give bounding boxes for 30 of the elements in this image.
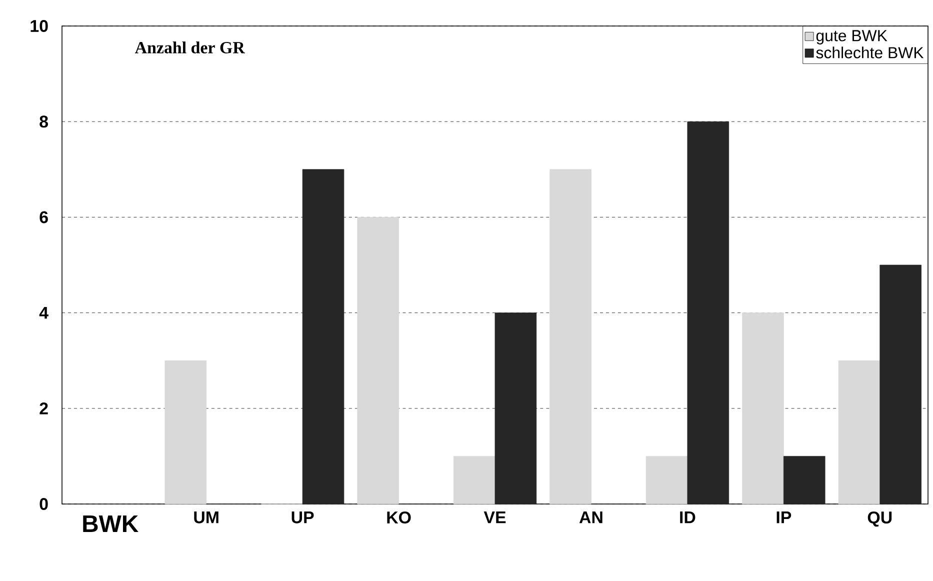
bar <box>880 264 922 504</box>
bar <box>164 360 207 504</box>
bar <box>357 216 399 504</box>
bar <box>646 456 688 504</box>
y-tick-label: 2 <box>40 402 48 414</box>
y-tick-label: 10 <box>30 20 48 32</box>
x-tick-label: AN <box>579 512 602 524</box>
x-axis-title: BWK <box>83 515 138 532</box>
y-tick-label: 0 <box>40 498 48 510</box>
legend-label: gute BWK <box>816 30 888 44</box>
x-tick-label: ID <box>680 512 696 524</box>
bar <box>302 169 344 504</box>
bar <box>687 121 730 504</box>
x-tick-label: VE <box>484 512 506 524</box>
bar <box>494 312 537 504</box>
text: Anzahl der GR <box>134 41 246 54</box>
y-tick-label: 8 <box>40 116 48 128</box>
y-tick-label: 4 <box>39 306 48 319</box>
x-tick-label: QU <box>868 512 892 527</box>
x-tick-label: KO <box>387 512 411 524</box>
bar <box>550 169 592 504</box>
x-tick-label: UP <box>292 512 314 524</box>
bar <box>453 456 496 504</box>
x-tick-label: UM <box>194 512 218 524</box>
bar <box>783 456 826 504</box>
legend-label: schlechte BWK <box>816 46 924 58</box>
bar <box>742 312 784 504</box>
x-tick-label: IP <box>776 512 792 524</box>
y-tick-label: 6 <box>40 211 48 224</box>
bar <box>838 360 880 504</box>
